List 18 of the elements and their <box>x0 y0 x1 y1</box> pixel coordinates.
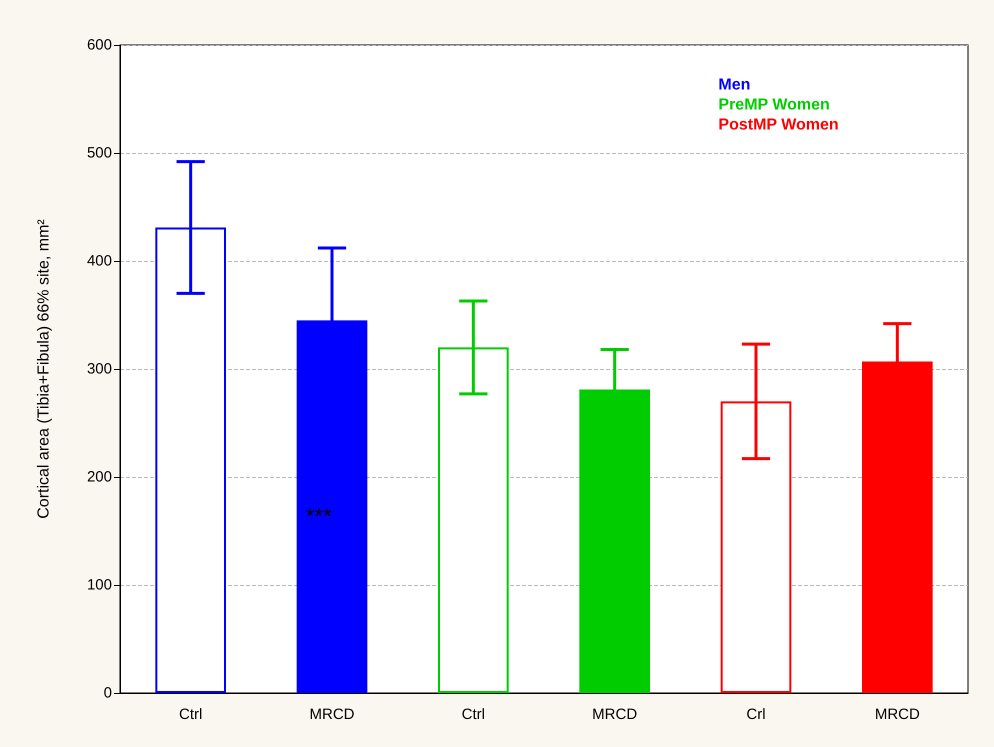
y-tick-label: 100 <box>86 576 112 594</box>
text: PreMP Women <box>718 96 830 114</box>
y-tick-label: 200 <box>86 468 112 486</box>
text: PostMP Women <box>718 116 839 134</box>
x-tick-label: Ctrl <box>462 706 485 723</box>
y-tick-label: 500 <box>86 144 112 162</box>
y-tick-label: 400 <box>86 252 112 270</box>
x-tick-label: MRCD <box>874 706 920 723</box>
annotation: *** <box>306 504 332 528</box>
x-tick-label: Crl <box>746 706 766 723</box>
y-tick-label: 300 <box>86 360 112 378</box>
text: Men <box>718 76 750 94</box>
y-axis-title: Cortical area (Tibia+Fibula) 66% site, mm² <box>36 218 52 519</box>
x-tick-label: MRCD <box>310 706 355 723</box>
x-tick-label: Ctrl <box>179 706 202 723</box>
y-tick-label: 600 <box>86 36 112 54</box>
y-tick-label: 0 <box>104 684 112 702</box>
x-tick-label: MRCD <box>592 706 638 723</box>
